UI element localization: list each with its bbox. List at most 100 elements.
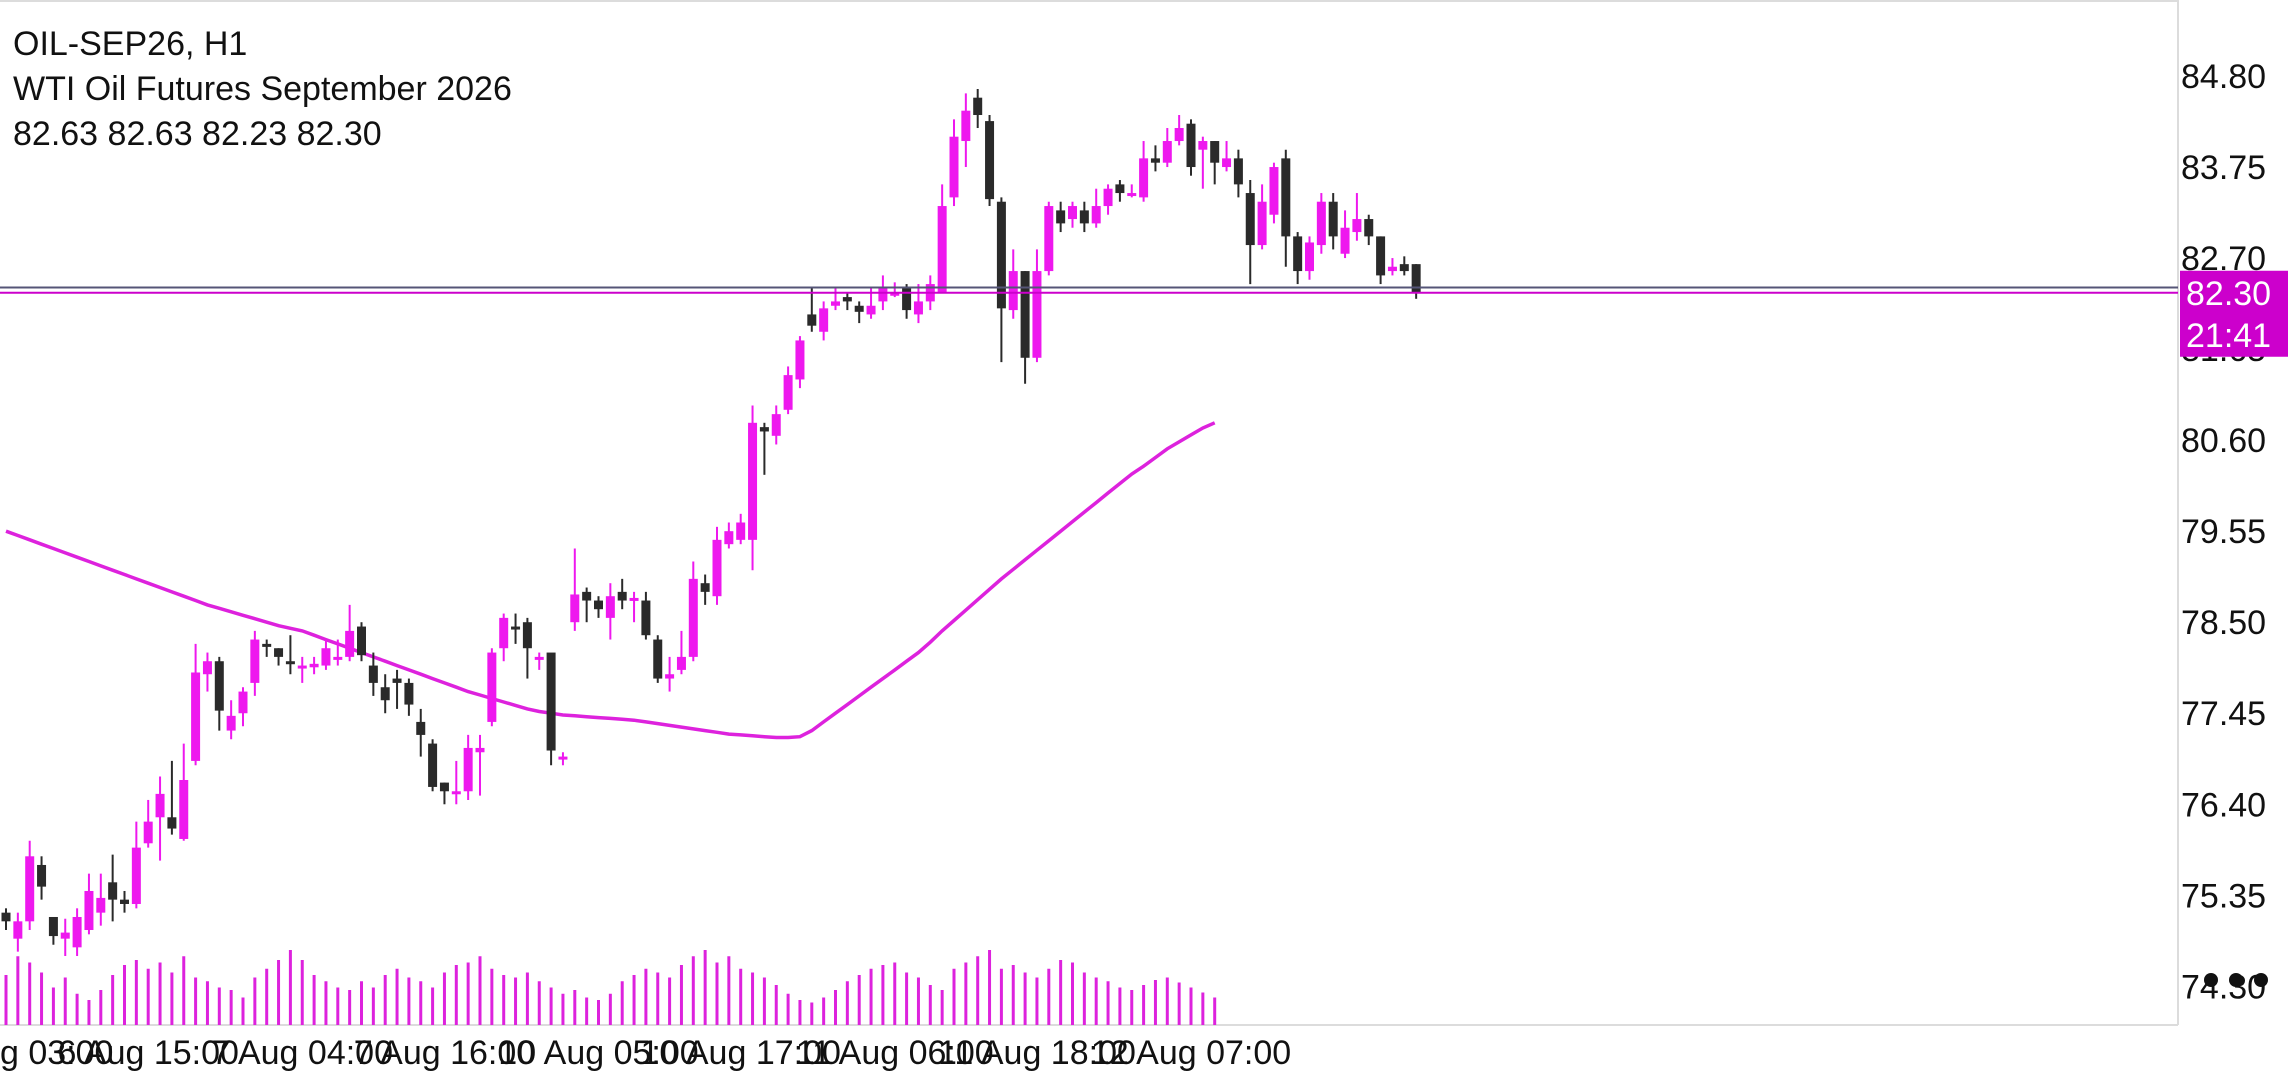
candle-body bbox=[451, 791, 461, 795]
candle-body bbox=[321, 648, 331, 666]
symbol-timeframe: OIL-SEP26, H1 bbox=[13, 25, 248, 63]
price-tag-countdown: 21:41 bbox=[2186, 317, 2271, 355]
candle-body bbox=[368, 665, 378, 683]
candle-body bbox=[1127, 193, 1137, 197]
candle-body bbox=[1387, 266, 1397, 272]
candle-body bbox=[617, 591, 627, 601]
candle-body bbox=[439, 782, 449, 792]
candle-body bbox=[1020, 271, 1030, 358]
candle-body bbox=[96, 897, 106, 913]
candle-body bbox=[499, 617, 509, 649]
candle-body bbox=[416, 721, 426, 735]
candle-body bbox=[37, 864, 47, 887]
candle-body bbox=[25, 856, 35, 922]
candle-body bbox=[594, 600, 603, 610]
candle-body bbox=[1364, 219, 1374, 237]
candle-body bbox=[688, 578, 698, 657]
candle-body bbox=[1411, 264, 1421, 293]
candle-body bbox=[404, 682, 414, 705]
price-tag-value: 82.30 bbox=[2186, 275, 2271, 313]
candle-body bbox=[345, 630, 355, 657]
candle-body bbox=[866, 305, 876, 315]
price-lines bbox=[0, 286, 2178, 294]
candle-body bbox=[712, 539, 722, 597]
candle-body bbox=[807, 314, 817, 326]
price-axis[interactable]: 84.8083.7582.7081.6580.6079.5578.5077.45… bbox=[2181, 58, 2266, 1006]
candle-body bbox=[380, 687, 390, 701]
candle-body bbox=[1032, 271, 1042, 358]
candle-body bbox=[191, 672, 201, 761]
candle-body bbox=[1316, 201, 1326, 246]
candle-body bbox=[1257, 201, 1267, 246]
candle-body bbox=[985, 121, 995, 200]
time-tick-label: 7 Aug 04:00 bbox=[211, 1034, 393, 1072]
candle-body bbox=[1269, 167, 1279, 215]
price-tick-label: 79.55 bbox=[2181, 513, 2266, 551]
candle-body bbox=[949, 136, 959, 198]
candle-body bbox=[676, 656, 686, 670]
dot-icon bbox=[2204, 973, 2218, 987]
candle-body bbox=[1, 912, 11, 922]
candle-body bbox=[1222, 158, 1232, 168]
candle-body bbox=[297, 665, 307, 669]
candle-body bbox=[202, 661, 212, 675]
candle-body bbox=[842, 297, 852, 302]
price-tick-label: 78.50 bbox=[2181, 604, 2266, 642]
candle-body bbox=[1245, 193, 1255, 246]
candle-body bbox=[475, 747, 485, 753]
candle-body bbox=[250, 639, 260, 683]
candle-body bbox=[487, 652, 497, 722]
candle-body bbox=[878, 288, 888, 302]
candle-body bbox=[1115, 184, 1125, 194]
candle-body bbox=[854, 305, 864, 312]
candle-body bbox=[1352, 219, 1362, 233]
candle-body bbox=[961, 110, 971, 142]
candle-body bbox=[1198, 141, 1208, 150]
candle-body bbox=[641, 600, 651, 636]
more-options-button[interactable] bbox=[2198, 965, 2268, 995]
candle-body bbox=[1376, 236, 1386, 276]
volume-bars bbox=[4, 950, 1217, 1025]
price-tag-background bbox=[2180, 270, 2288, 357]
candle-body bbox=[1150, 158, 1160, 163]
time-tick-label: 11 Aug 18:00 bbox=[938, 1034, 1136, 1072]
candle-body bbox=[84, 890, 94, 930]
candle-body bbox=[214, 661, 224, 711]
time-tick-label: 11 Aug 06:00 bbox=[796, 1034, 994, 1072]
candle-body bbox=[1079, 210, 1089, 224]
candlesticks bbox=[1, 89, 1421, 957]
candle-body bbox=[570, 594, 580, 623]
candle-body bbox=[226, 715, 236, 731]
candle-body bbox=[309, 663, 319, 668]
time-tick-label: 10 Aug 17:00 bbox=[640, 1034, 840, 1072]
candle-body bbox=[428, 743, 438, 787]
candle-body bbox=[902, 288, 912, 311]
candle-body bbox=[653, 639, 663, 679]
candle-body bbox=[13, 921, 23, 939]
price-tick-label: 76.40 bbox=[2181, 786, 2266, 824]
price-tick-label: 74.30 bbox=[2181, 968, 2266, 1006]
time-tick-label: 12 Aug 07:00 bbox=[1091, 1034, 1291, 1072]
candle-body bbox=[890, 292, 900, 296]
symbol-legend: OIL-SEP26, H1 WTI Oil Futures September … bbox=[13, 22, 512, 157]
price-tick-label: 75.35 bbox=[2181, 877, 2266, 915]
candle-body bbox=[238, 691, 248, 714]
candle-body bbox=[108, 882, 118, 900]
price-tick-label: 80.60 bbox=[2181, 422, 2266, 460]
dot-icon bbox=[2254, 973, 2268, 987]
candle-body bbox=[274, 648, 284, 657]
candle-body bbox=[463, 747, 473, 792]
candle-body bbox=[1174, 128, 1184, 142]
candle-body bbox=[605, 596, 615, 618]
candle-body bbox=[333, 656, 343, 660]
current-price-tag: 82.30 21:41 bbox=[2180, 270, 2288, 357]
candle-body bbox=[1186, 123, 1196, 168]
candle-body bbox=[534, 656, 544, 660]
time-axis[interactable]: g 03:006 Aug 15:007 Aug 04:007 Aug 16:00… bbox=[0, 1034, 1291, 1072]
time-tick-label: 6 Aug 15:00 bbox=[57, 1034, 239, 1072]
candle-body bbox=[167, 817, 177, 829]
candle-body bbox=[629, 597, 639, 601]
candle-body bbox=[1068, 206, 1077, 220]
candle-body bbox=[120, 899, 129, 904]
